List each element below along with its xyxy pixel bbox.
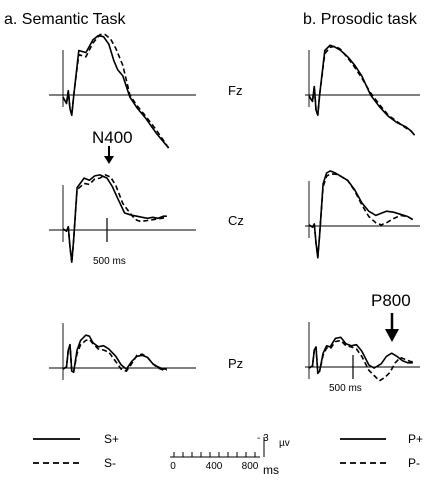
- legend-label-s-minus: S-: [104, 456, 116, 470]
- legend-label-p-plus: P+: [408, 432, 423, 446]
- scale-bar-unit-label: ms: [263, 463, 279, 477]
- scale-bar-amplitude-unit: µv: [279, 438, 290, 449]
- scale-bar-tick-label: 0: [170, 461, 176, 472]
- electrode-label-pz: Pz: [228, 356, 243, 371]
- plot-prosodic-fz: [305, 44, 420, 136]
- annotation-n400: N400: [92, 128, 133, 147]
- arrow-p800-icon: [385, 313, 399, 342]
- legend-semantic: S+ S-: [33, 432, 119, 470]
- scale-bar-tick-label: 400: [206, 461, 223, 472]
- electrode-label-fz: Fz: [228, 83, 242, 98]
- electrode-label-cz: Cz: [228, 213, 244, 228]
- scale-bar-tick-label: 800: [242, 461, 259, 472]
- arrow-n400-icon: [104, 146, 114, 164]
- scale-bar: - 3 µv ms 0 400 800: [170, 433, 290, 477]
- time-marker-label-semantic: 500 ms: [93, 256, 126, 267]
- waveform-panels: [49, 33, 420, 382]
- trace-plus: [308, 336, 413, 375]
- plot-semantic-cz: [49, 174, 196, 264]
- scale-bar-amplitude-label: - 3: [257, 433, 269, 444]
- plot-prosodic-pz: [305, 322, 420, 382]
- trace-minus: [62, 174, 167, 264]
- plot-semantic-fz: [49, 33, 196, 149]
- trace-minus: [308, 339, 413, 382]
- annotation-p800: P800: [371, 291, 411, 310]
- trace-minus: [308, 173, 414, 258]
- plot-semantic-pz: [49, 323, 196, 380]
- trace-plus: [62, 174, 167, 263]
- panel-title-semantic: a. Semantic Task: [4, 11, 127, 28]
- legend-prosodic: P+ P-: [340, 432, 423, 470]
- time-marker-label-prosodic: 500 ms: [329, 383, 362, 394]
- plot-prosodic-cz: [305, 170, 420, 259]
- trace-plus: [62, 34, 170, 149]
- trace-minus: [62, 33, 170, 149]
- legend-label-p-minus: P-: [408, 456, 420, 470]
- legend-label-s-plus: S+: [104, 432, 119, 446]
- trace-minus: [308, 45, 416, 136]
- trace-minus: [62, 338, 167, 374]
- panel-title-prosodic: b. Prosodic task: [303, 11, 418, 28]
- trace-plus: [62, 334, 167, 374]
